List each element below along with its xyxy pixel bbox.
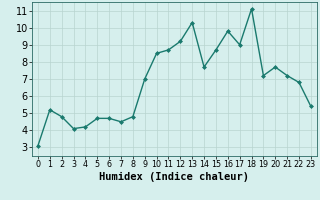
X-axis label: Humidex (Indice chaleur): Humidex (Indice chaleur): [100, 172, 249, 182]
